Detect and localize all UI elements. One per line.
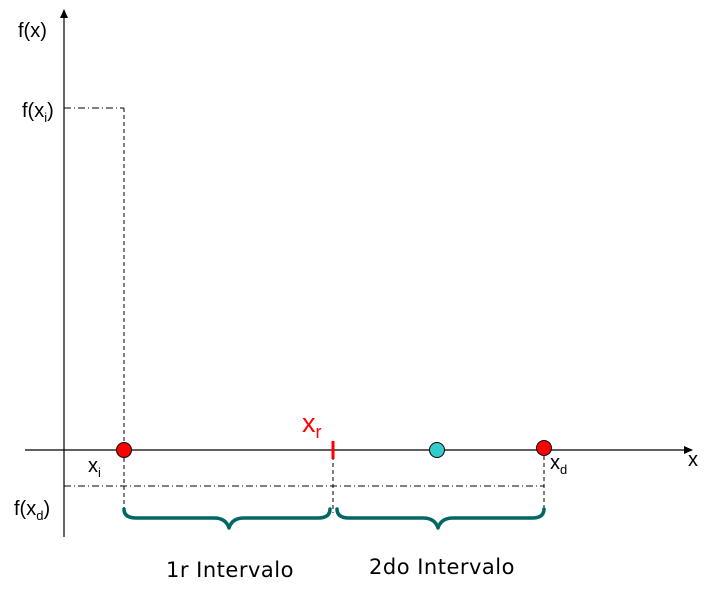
- f-xi-label: f(xi): [22, 100, 54, 125]
- second-interval-label: 2do Intervalo: [369, 555, 515, 579]
- xi-label: xi: [88, 455, 101, 480]
- x-axis-label: x: [688, 449, 698, 471]
- midpoint: [429, 442, 445, 458]
- xi-point: [116, 442, 132, 458]
- first-interval-label: 1r Intervalo: [166, 558, 294, 582]
- xd-label: xd: [550, 452, 567, 477]
- xr-label: xr: [302, 408, 322, 442]
- f-xd-label: f(xd): [14, 498, 50, 523]
- second-interval-brace: [335, 507, 546, 530]
- first-interval-brace: [122, 507, 332, 530]
- xd-point: [536, 440, 552, 456]
- y-axis-label: f(x): [18, 20, 47, 42]
